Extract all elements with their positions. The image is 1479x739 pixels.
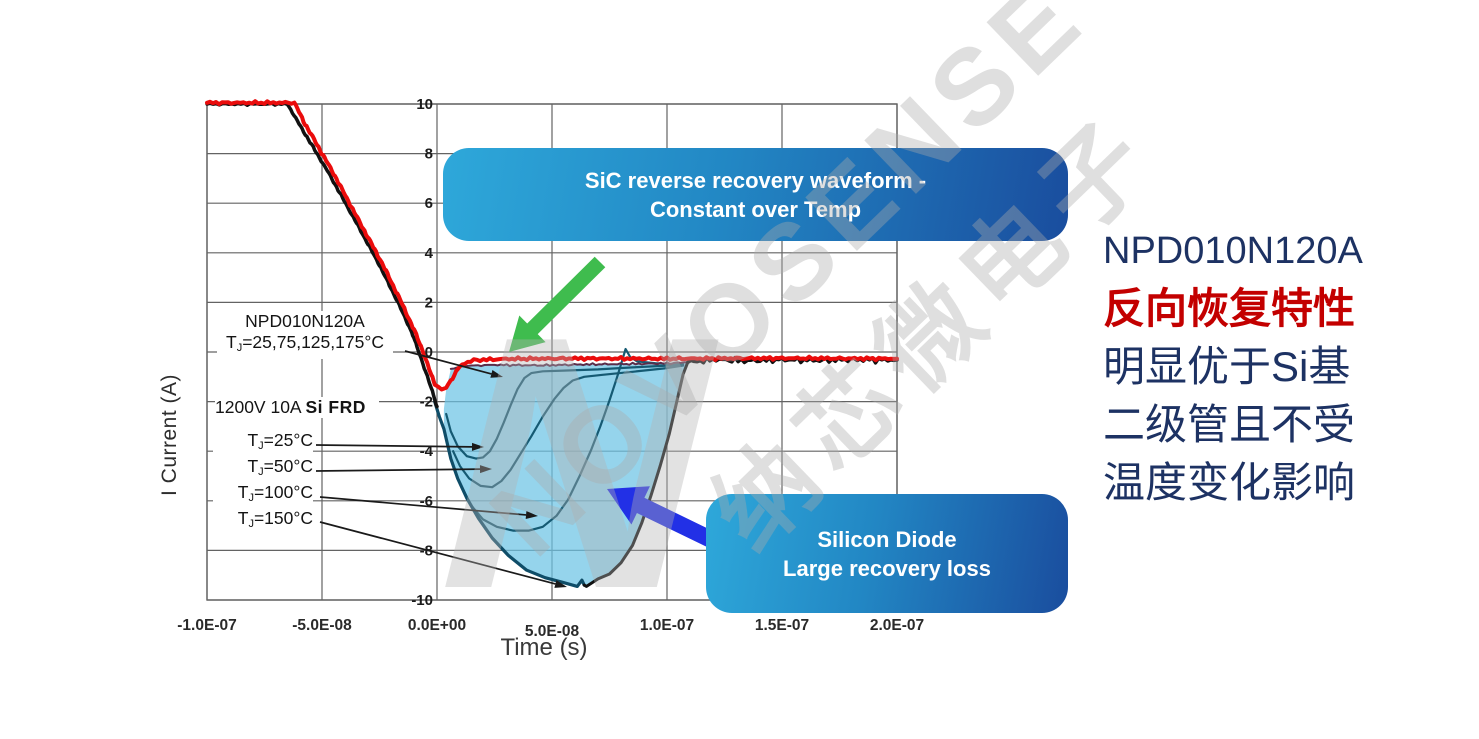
annotation-arrow-line: [315, 444, 473, 448]
device-name-label: NPD010N120A: [245, 311, 365, 331]
annotation-arrow-line: [315, 468, 481, 472]
x-tick-label: 0.0E+00: [408, 617, 466, 634]
x-tick-label: 1.5E-07: [755, 617, 809, 634]
summary-body-line2: 二级管且不受: [1103, 401, 1356, 448]
si-temp-labels: TJ=25°C TJ=50°C TJ=100°C TJ=150°C: [213, 430, 313, 534]
si-region-top-boundary: [449, 361, 689, 370]
x-tick-label: 2.0E-07: [870, 617, 924, 634]
si-frd-150C-rise: [582, 360, 690, 588]
si-frd-150C-fall: [433, 400, 586, 588]
summary-body-line1: 明显优于Si基: [1103, 343, 1351, 390]
x-axis-title: Time (s): [500, 634, 588, 661]
y-tick-label: -10: [411, 592, 433, 609]
si-frd-25C-loop: [445, 363, 685, 460]
silicon-callout-line1: Silicon Diode: [817, 526, 957, 552]
sic-callout-line2: Constant over Temp: [649, 196, 862, 222]
sic-callout-bubble: SiC reverse recovery waveform - Constant…: [443, 148, 1068, 241]
y-tick-label: 4: [425, 245, 434, 262]
summary-device-name: NPD010N120A: [1103, 230, 1363, 272]
y-tick-label: -2: [420, 394, 433, 411]
device-annotation: NPD010N120A TJ=25,75,125,175°C: [217, 311, 393, 359]
annotation-arrow-line: [404, 350, 492, 375]
si-temp-label-50: TJ=50°C: [247, 456, 313, 478]
y-tick-label: -4: [420, 443, 434, 460]
y-tick-label: -8: [420, 542, 433, 559]
y-tick-label: 2: [425, 294, 433, 311]
x-tick-label: 5.0E-08: [525, 623, 580, 640]
si-frd-100C-loop: [461, 347, 680, 532]
summary-text-panel: NPD010N120A 反向恢复特性 明显优于Si基 二级管且不受 温度变化影响: [1103, 222, 1463, 512]
si-frd-rating-label: 1200V 10A Si FRD: [215, 397, 379, 418]
annotation-arrow-line: [319, 496, 527, 516]
annotation-arrowhead: [479, 465, 492, 474]
silicon-recovery-loss-area: [443, 362, 688, 587]
annotation-arrowhead: [490, 370, 503, 378]
y-tick-label: 8: [425, 146, 433, 163]
y-axis-title: I Current (A): [158, 373, 181, 497]
device-temps-label: TJ=25,75,125,175°C: [226, 332, 384, 354]
green-pointer-arrow: [509, 256, 606, 352]
y-tick-label: 0: [425, 344, 433, 361]
sic-callout-line1: SiC reverse recovery waveform -: [584, 167, 927, 193]
si-frd-50C-loop: [452, 364, 685, 489]
silicon-callout-line2: Large recovery loss: [783, 555, 991, 581]
annotation-arrowhead: [525, 510, 538, 519]
summary-body-line3: 温度变化影响: [1103, 459, 1356, 506]
annotation-arrow-line: [319, 521, 556, 585]
y-tick-label: 6: [425, 195, 433, 212]
si-temp-label-100: TJ=100°C: [237, 482, 313, 504]
sic-npd010n120a-all-temps: [205, 99, 899, 392]
si-temp-label-25: TJ=25°C: [247, 430, 313, 452]
summary-headline-red: 反向恢复特性: [1103, 285, 1356, 332]
annotation-arrowhead: [554, 580, 567, 588]
si-temp-label-150: TJ=150°C: [237, 508, 313, 530]
x-tick-label: -5.0E-08: [292, 617, 352, 634]
x-tick-label: 1.0E-07: [640, 617, 694, 634]
x-tick-label: -1.0E-07: [177, 617, 236, 634]
y-tick-label: 10: [416, 96, 433, 113]
annotation-arrowhead: [471, 442, 484, 451]
plot-border: [206, 103, 898, 601]
silicon-callout-bubble: Silicon Diode Large recovery loss: [706, 494, 1068, 613]
